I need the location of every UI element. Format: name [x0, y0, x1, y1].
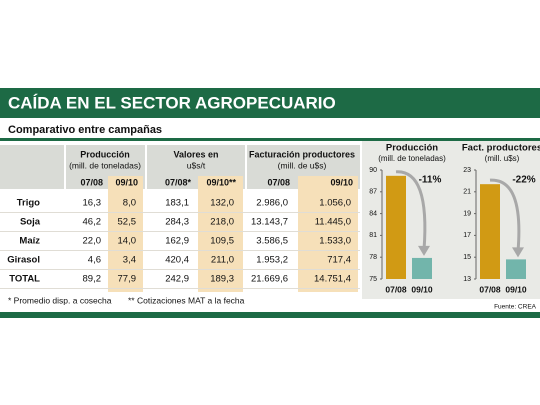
y-tick-label: 90: [369, 167, 377, 174]
subtitle: Comparativo entre campañas: [8, 124, 162, 136]
group-header: Producción: [80, 149, 130, 159]
row-label: Maíz: [19, 236, 40, 247]
y-tick-label: 87: [369, 189, 377, 196]
y-tick-label: 19: [463, 210, 471, 217]
arrow-head: [512, 247, 524, 258]
group-unit: (mill. de u$s): [278, 160, 327, 170]
cell: 8,0: [123, 198, 136, 209]
cell: 109,5: [210, 236, 234, 247]
chart-subtitle: (mill. u$s): [485, 154, 520, 163]
y-tick-label: 81: [369, 232, 377, 239]
cell: 14.751,4: [314, 274, 351, 285]
cell: 211,0: [211, 255, 234, 266]
cell: 52,5: [118, 217, 137, 228]
subheader: 09/10**: [206, 177, 236, 187]
highlight-column: [108, 176, 143, 292]
cell: 22,0: [83, 236, 102, 247]
cell: 21.669,6: [251, 274, 288, 285]
cell: 1.953,2: [256, 255, 288, 266]
cell: 4,6: [88, 255, 101, 266]
cell: 218,0: [210, 217, 234, 228]
y-tick-label: 75: [369, 276, 377, 283]
subheader: 09/10: [330, 177, 353, 187]
cell: 16,3: [83, 198, 102, 209]
cell: 132,0: [210, 198, 234, 209]
x-tick-label: 07/08: [479, 284, 501, 294]
x-tick-label: 07/08: [385, 284, 407, 294]
row-label: TOTAL: [9, 274, 40, 285]
group-header: Facturación productores: [249, 149, 355, 159]
footnote: * Promedio disp. a cosecha: [8, 295, 112, 305]
cell: 1.533,0: [319, 236, 351, 247]
group-unit: u$s/t: [187, 160, 206, 170]
y-tick-label: 17: [463, 232, 471, 239]
title-bar: [0, 88, 540, 118]
footnote: ** Cotizaciones MAT a la fecha: [128, 295, 245, 305]
group-header: Valores en: [173, 149, 218, 159]
cell: 1.056,0: [319, 198, 351, 209]
annotation: -11%: [419, 175, 442, 186]
y-tick-label: 21: [463, 189, 471, 196]
source: Fuente: CREA: [494, 304, 537, 311]
cell: 183,1: [165, 198, 189, 209]
bar: [412, 257, 432, 279]
x-tick-label: 09/10: [505, 284, 527, 294]
subheader: 07/08: [80, 177, 103, 187]
row-label: Girasol: [7, 255, 40, 266]
y-tick-label: 84: [369, 210, 377, 217]
bar: [386, 175, 406, 279]
rule: [0, 138, 540, 141]
cell: 2.986,0: [256, 198, 288, 209]
cell: 162,9: [165, 236, 189, 247]
cell: 13.143,7: [251, 217, 288, 228]
title: CAÍDA EN EL SECTOR AGROPECUARIO: [8, 93, 336, 112]
cell: 3.586,5: [256, 236, 288, 247]
arrow-head: [418, 245, 430, 256]
subheader: 09/10: [115, 177, 138, 187]
row-label: Soja: [20, 217, 41, 228]
cell: 77,9: [118, 274, 137, 285]
subheader: 07/08: [267, 177, 290, 187]
chart-subtitle: (mill. de toneladas): [378, 154, 446, 163]
cell: 89,2: [83, 274, 102, 285]
cell: 11.445,0: [315, 217, 351, 228]
bottom-bar: [0, 312, 540, 318]
row-label: Trigo: [17, 198, 40, 209]
highlight-column: [198, 176, 243, 292]
subheader: 07/08*: [165, 177, 192, 187]
cell: 242,9: [165, 274, 189, 285]
trend-arrow: [489, 178, 521, 252]
chart-title: Fact. productores: [462, 143, 540, 154]
chart-title: Producción: [386, 143, 438, 154]
x-tick-label: 09/10: [411, 284, 433, 294]
cell: 46,2: [83, 217, 102, 228]
cell: 284,3: [165, 217, 189, 228]
annotation: -22%: [512, 175, 535, 186]
highlight-column: [298, 176, 358, 292]
y-tick-label: 15: [463, 254, 471, 261]
y-tick-label: 23: [463, 167, 471, 174]
group-unit: (mill. de toneladas): [69, 160, 141, 170]
cell: 3,4: [123, 255, 136, 266]
trend-arrow: [395, 170, 427, 251]
bar: [506, 259, 526, 279]
cell: 14,0: [118, 236, 137, 247]
y-tick-label: 78: [369, 254, 377, 261]
cell: 717,4: [327, 255, 351, 266]
bar: [480, 184, 500, 279]
y-tick-label: 13: [463, 276, 471, 283]
cell: 420,4: [165, 255, 189, 266]
cell: 189,3: [210, 274, 234, 285]
